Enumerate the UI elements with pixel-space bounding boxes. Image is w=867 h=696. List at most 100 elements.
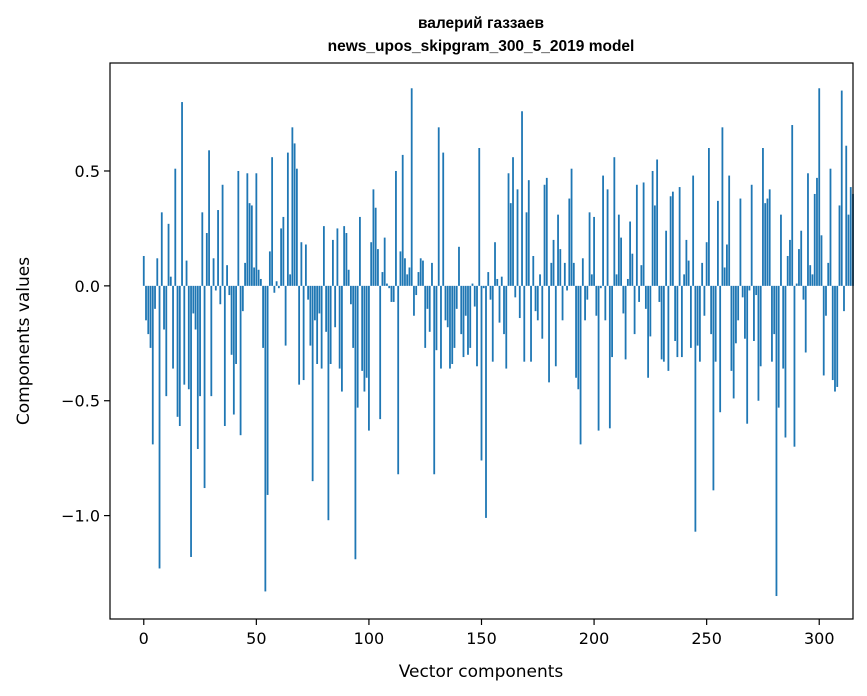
bar-283 <box>780 214 782 286</box>
bar-275 <box>762 148 764 286</box>
bar-312 <box>845 145 848 286</box>
bar-94 <box>354 285 357 560</box>
bar-85 <box>334 285 337 328</box>
bar-38 <box>228 285 231 296</box>
bar-306 <box>831 285 834 381</box>
bar-45 <box>244 262 246 286</box>
bar-17 <box>181 102 183 286</box>
x-tick-label: 250 <box>691 629 722 648</box>
bar-107 <box>383 237 386 286</box>
bar-254 <box>714 285 717 362</box>
bar-220 <box>638 285 641 302</box>
bar-234 <box>669 196 672 286</box>
bar-276 <box>764 203 767 286</box>
bar-142 <box>462 285 465 358</box>
bar-131 <box>437 127 440 286</box>
bar-86 <box>336 228 339 286</box>
bar-313 <box>847 214 850 286</box>
bar-27 <box>203 285 206 489</box>
bar-39 <box>230 285 233 355</box>
bar-212 <box>620 237 622 286</box>
y-axis-label: Components values <box>14 257 34 425</box>
bar-159 <box>500 276 503 286</box>
bar-89 <box>343 226 346 286</box>
bar-127 <box>428 285 431 332</box>
bar-201 <box>595 285 598 316</box>
bar-141 <box>460 285 463 335</box>
bar-34 <box>219 285 222 305</box>
bar-310 <box>840 90 843 286</box>
bar-232 <box>665 230 668 286</box>
bar-224 <box>647 285 650 378</box>
bar-58 <box>273 285 276 293</box>
bar-57 <box>271 157 274 286</box>
bar-147 <box>473 285 476 307</box>
bar-192 <box>575 285 577 378</box>
bar-73 <box>307 285 310 300</box>
bar-290 <box>795 283 798 286</box>
bar-113 <box>397 285 400 475</box>
bar-294 <box>804 285 807 353</box>
bar-261 <box>730 285 733 371</box>
bar-31 <box>212 258 215 286</box>
bar-256 <box>719 285 722 413</box>
bar-287 <box>789 239 791 286</box>
bar-61 <box>280 228 283 286</box>
bar-41 <box>235 285 237 364</box>
bar-140 <box>458 246 460 286</box>
bar-240 <box>683 274 686 286</box>
bar-139 <box>455 285 458 309</box>
bar-137 <box>451 285 454 364</box>
bar-29 <box>208 150 210 286</box>
bar-146 <box>471 283 474 286</box>
bar-278 <box>768 189 771 286</box>
bar-43 <box>239 285 242 436</box>
bar-182 <box>552 239 555 286</box>
bar-40 <box>232 285 235 415</box>
bar-185 <box>559 249 562 286</box>
bar-51 <box>257 269 260 286</box>
bar-186 <box>561 285 564 321</box>
bar-138 <box>453 285 456 348</box>
bar-66 <box>291 127 294 286</box>
bar-170 <box>525 212 528 286</box>
bar-282 <box>777 285 780 408</box>
bar-246 <box>696 285 699 346</box>
bar-143 <box>464 285 467 316</box>
bar-214 <box>624 285 627 360</box>
bar-35 <box>221 184 224 286</box>
bar-298 <box>813 193 816 286</box>
bar-271 <box>753 285 755 341</box>
chart-title-line-1: валерий газзаев <box>418 15 544 32</box>
bar-248 <box>701 262 704 286</box>
y-tick-label: −1.0 <box>61 507 100 526</box>
bar-109 <box>388 285 391 289</box>
bar-292 <box>800 230 803 286</box>
bar-84 <box>332 239 334 286</box>
bar-9 <box>163 285 165 330</box>
bar-148 <box>476 285 478 367</box>
bar-112 <box>395 170 397 286</box>
bar-302 <box>822 285 825 376</box>
bar-7 <box>158 285 161 569</box>
bar-274 <box>759 285 762 367</box>
bar-133 <box>442 152 445 286</box>
bar-204 <box>602 175 604 286</box>
bar-30 <box>210 285 213 397</box>
bar-180 <box>548 285 550 383</box>
bar-0 <box>142 255 145 286</box>
bar-145 <box>469 285 472 348</box>
y-axis-ticks: 0.5 0.0 −0.5 −1.0 <box>61 162 110 526</box>
bar-210 <box>615 274 618 286</box>
bar-118 <box>408 267 411 286</box>
bar-120 <box>413 285 415 316</box>
bar-255 <box>717 200 719 286</box>
bar-108 <box>386 283 388 286</box>
x-tick-label: 200 <box>579 629 610 648</box>
bar-164 <box>512 157 514 286</box>
bar-110 <box>390 285 393 302</box>
bar-247 <box>699 285 701 362</box>
bar-10 <box>165 285 168 397</box>
x-axis-ticks: 0 50 100 150 200 250 300 <box>139 619 835 648</box>
bar-172 <box>530 285 532 362</box>
